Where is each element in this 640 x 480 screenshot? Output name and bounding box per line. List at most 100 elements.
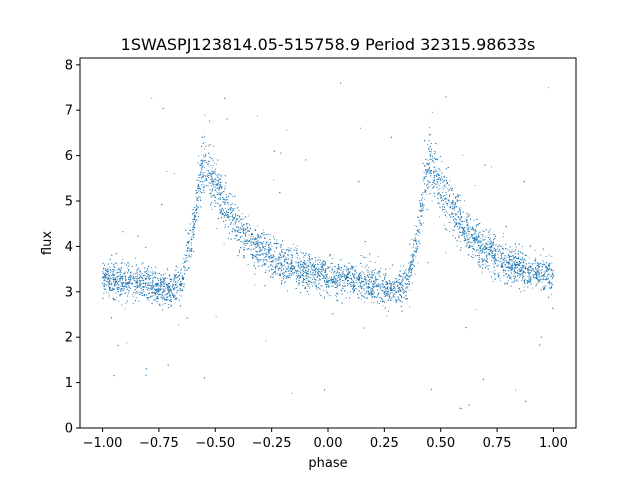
data-point xyxy=(126,283,128,285)
data-point xyxy=(373,302,375,304)
data-point xyxy=(173,280,175,282)
data-point xyxy=(404,270,406,272)
data-point xyxy=(227,202,229,204)
data-point xyxy=(393,289,395,291)
data-point xyxy=(225,193,227,195)
data-point xyxy=(214,184,216,186)
data-point xyxy=(336,296,338,298)
data-point xyxy=(316,287,318,289)
data-point xyxy=(277,273,279,275)
data-point xyxy=(204,148,206,150)
data-point xyxy=(400,265,402,267)
data-point xyxy=(457,211,460,213)
data-point xyxy=(359,284,361,286)
data-point xyxy=(261,241,263,243)
data-point xyxy=(257,239,259,241)
data-point xyxy=(363,273,366,276)
data-point xyxy=(208,160,210,162)
data-point xyxy=(306,259,309,261)
data-point xyxy=(141,280,143,282)
data-point xyxy=(376,273,378,275)
data-point xyxy=(459,208,461,210)
data-point xyxy=(467,226,469,229)
data-point xyxy=(200,167,202,169)
data-point xyxy=(121,288,123,290)
data-point xyxy=(402,279,404,281)
data-point xyxy=(174,298,176,301)
data-point xyxy=(467,241,469,243)
data-point xyxy=(550,274,552,276)
data-point xyxy=(418,228,420,230)
data-point xyxy=(389,298,391,300)
data-point xyxy=(454,229,456,232)
data-point xyxy=(471,236,473,238)
data-point xyxy=(196,198,198,201)
data-point xyxy=(140,291,142,293)
data-point xyxy=(369,294,371,296)
data-point xyxy=(318,256,320,258)
data-point xyxy=(130,287,132,289)
data-point xyxy=(359,292,361,294)
data-point xyxy=(508,249,510,251)
data-point xyxy=(439,182,442,184)
data-point xyxy=(323,269,325,271)
data-point xyxy=(284,266,287,268)
data-point xyxy=(300,265,302,267)
data-point xyxy=(377,302,379,304)
data-point xyxy=(404,282,406,284)
data-point xyxy=(265,269,267,271)
data-point xyxy=(306,266,309,268)
data-point xyxy=(465,245,467,247)
data-point xyxy=(271,265,273,267)
data-point xyxy=(221,210,223,212)
data-point xyxy=(474,184,476,187)
data-point xyxy=(433,179,435,181)
data-point xyxy=(409,264,411,266)
data-point xyxy=(109,277,111,279)
data-point xyxy=(407,287,409,289)
data-point xyxy=(454,221,456,223)
data-points xyxy=(102,82,554,410)
data-point xyxy=(411,238,413,240)
data-point xyxy=(414,273,416,275)
data-point xyxy=(327,279,329,281)
data-point xyxy=(236,220,238,223)
data-point xyxy=(278,253,280,255)
data-point xyxy=(488,243,490,245)
data-point xyxy=(433,161,435,163)
data-point xyxy=(128,285,130,287)
data-point xyxy=(540,272,542,274)
data-point xyxy=(528,257,530,259)
data-point xyxy=(417,262,419,264)
data-point xyxy=(200,170,202,172)
data-point xyxy=(432,160,434,162)
data-point xyxy=(285,280,287,282)
data-point xyxy=(118,300,120,302)
data-point xyxy=(521,277,523,279)
data-point xyxy=(490,259,492,261)
data-point xyxy=(281,255,283,257)
data-point xyxy=(288,263,290,265)
data-point xyxy=(123,272,125,274)
data-point xyxy=(136,277,138,279)
data-point xyxy=(190,236,192,238)
data-point xyxy=(204,141,206,144)
data-point xyxy=(307,255,310,257)
data-point xyxy=(360,298,362,300)
data-point xyxy=(273,255,275,257)
data-point xyxy=(282,277,284,279)
data-point xyxy=(475,233,477,235)
data-point xyxy=(537,275,539,277)
data-point xyxy=(144,271,146,273)
data-point xyxy=(376,278,378,280)
data-point xyxy=(416,245,418,247)
data-point xyxy=(209,189,211,191)
data-point xyxy=(435,184,437,186)
data-point xyxy=(183,269,186,271)
data-point xyxy=(109,271,111,273)
data-point xyxy=(261,237,263,239)
data-point xyxy=(353,277,355,280)
data-point xyxy=(422,191,424,193)
data-point xyxy=(420,208,423,210)
data-point xyxy=(133,278,135,280)
